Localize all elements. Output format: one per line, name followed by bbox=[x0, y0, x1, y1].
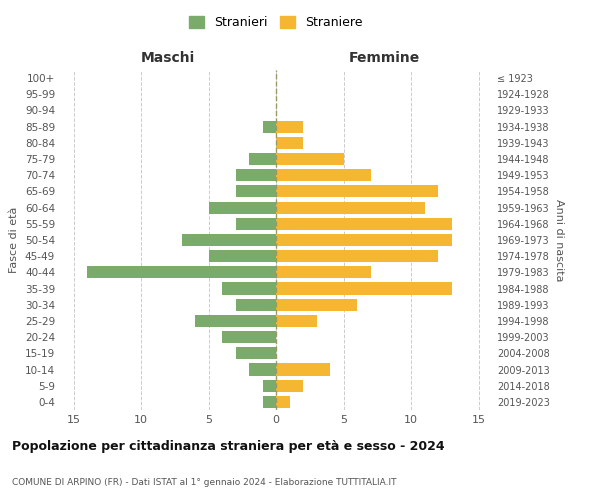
Legend: Stranieri, Straniere: Stranieri, Straniere bbox=[184, 11, 368, 34]
Bar bbox=[87, 266, 276, 278]
Bar bbox=[195, 315, 276, 327]
Text: Popolazione per cittadinanza straniera per età e sesso - 2024: Popolazione per cittadinanza straniera p… bbox=[12, 440, 445, 453]
Text: Femmine: Femmine bbox=[349, 51, 419, 65]
Bar bbox=[276, 380, 303, 392]
Bar bbox=[235, 186, 276, 198]
Text: Maschi: Maschi bbox=[141, 51, 195, 65]
Text: COMUNE DI ARPINO (FR) - Dati ISTAT al 1° gennaio 2024 - Elaborazione TUTTITALIA.: COMUNE DI ARPINO (FR) - Dati ISTAT al 1°… bbox=[12, 478, 397, 487]
Bar bbox=[235, 218, 276, 230]
Bar bbox=[263, 396, 276, 408]
Bar bbox=[276, 218, 452, 230]
Bar bbox=[263, 120, 276, 132]
Bar bbox=[276, 298, 357, 311]
Bar bbox=[263, 380, 276, 392]
Bar bbox=[235, 298, 276, 311]
Bar bbox=[276, 396, 290, 408]
Bar bbox=[276, 202, 425, 213]
Y-axis label: Fasce di età: Fasce di età bbox=[10, 207, 19, 273]
Bar bbox=[235, 348, 276, 360]
Bar bbox=[222, 282, 276, 294]
Bar bbox=[276, 282, 452, 294]
Bar bbox=[249, 364, 276, 376]
Y-axis label: Anni di nascita: Anni di nascita bbox=[554, 198, 563, 281]
Bar bbox=[276, 364, 330, 376]
Bar bbox=[276, 234, 452, 246]
Bar bbox=[182, 234, 276, 246]
Bar bbox=[222, 331, 276, 343]
Bar bbox=[276, 315, 317, 327]
Bar bbox=[276, 186, 438, 198]
Bar bbox=[276, 266, 371, 278]
Bar bbox=[209, 250, 276, 262]
Bar bbox=[276, 169, 371, 181]
Bar bbox=[276, 120, 303, 132]
Bar bbox=[249, 153, 276, 165]
Bar bbox=[235, 169, 276, 181]
Bar bbox=[276, 250, 438, 262]
Bar bbox=[276, 137, 303, 149]
Bar bbox=[276, 153, 343, 165]
Bar bbox=[209, 202, 276, 213]
